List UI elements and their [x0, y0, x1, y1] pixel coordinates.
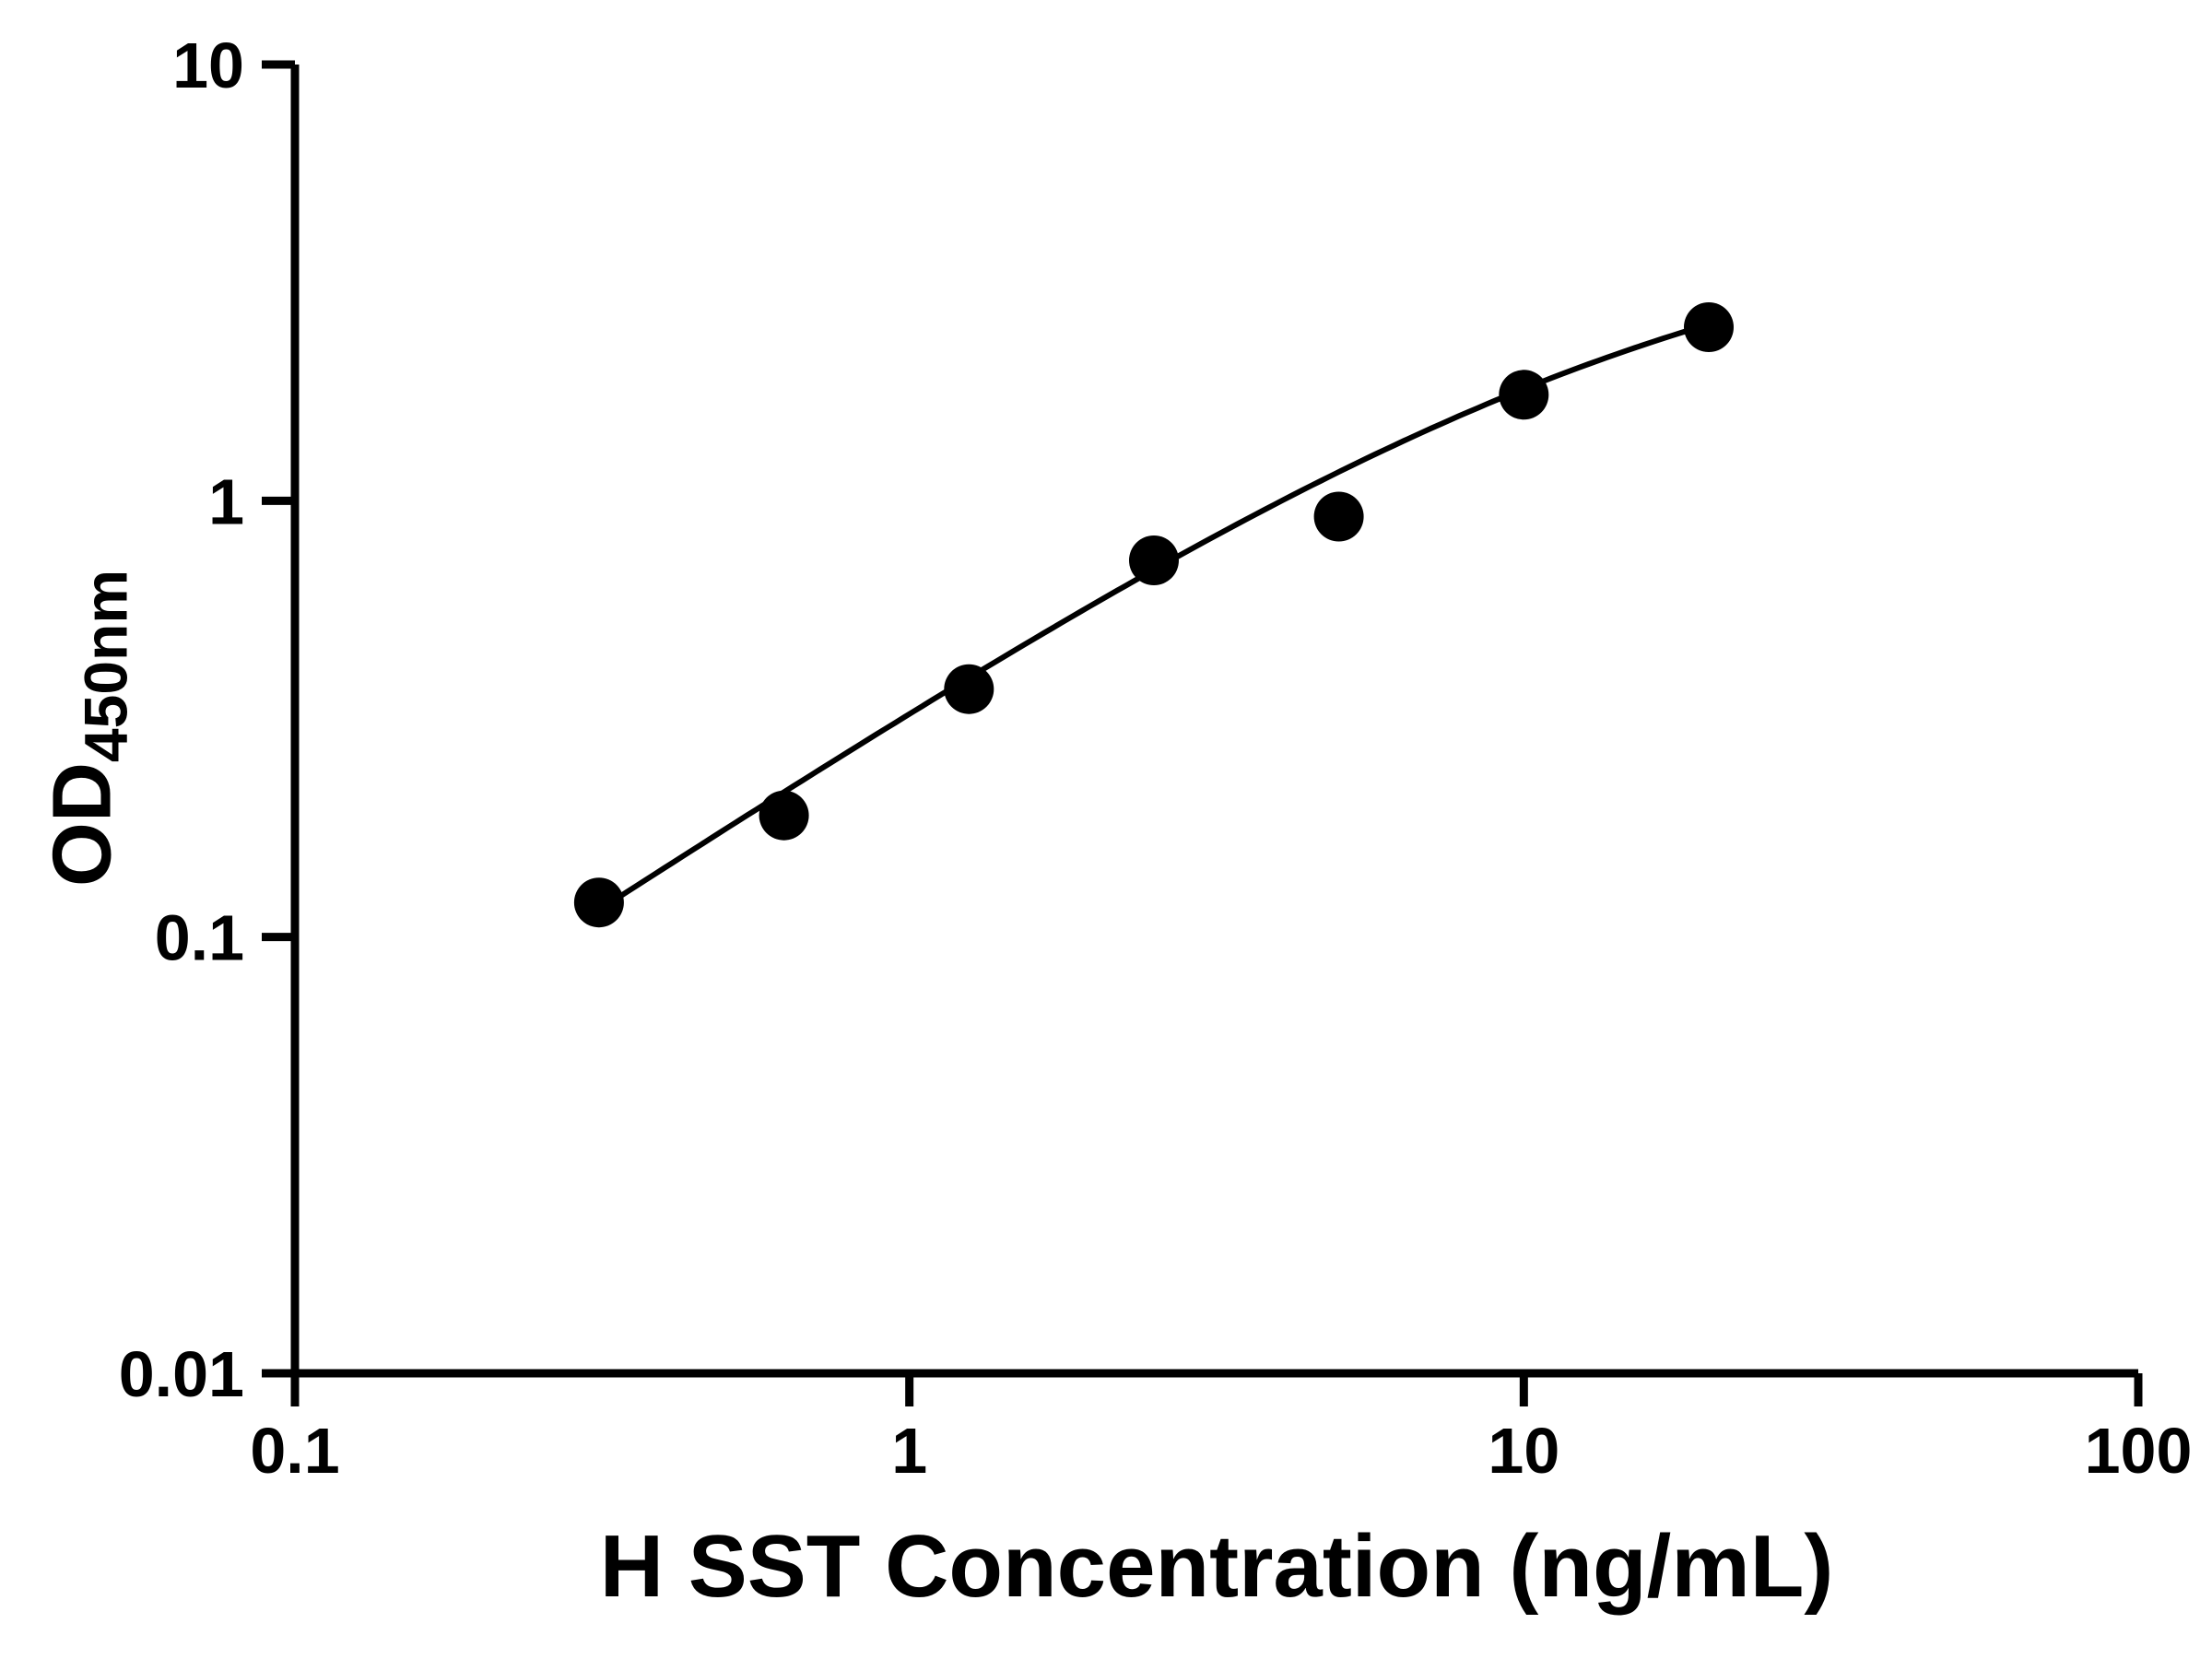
- data-point-marker: [1499, 370, 1549, 420]
- x-tick-label: 10: [1488, 1415, 1559, 1487]
- y-tick-label: 0.01: [119, 1338, 244, 1410]
- x-axis-title: H SST Concentration (ng/mL): [599, 1517, 1834, 1616]
- y-axis-title-main: OD: [36, 762, 129, 888]
- data-point-marker: [1129, 535, 1179, 585]
- x-tick-label: 100: [2085, 1415, 2193, 1487]
- y-axis-title: OD450nm: [36, 570, 140, 888]
- data-point-marker: [1684, 302, 1734, 352]
- data-point-marker: [759, 790, 809, 841]
- y-tick-label: 0.1: [155, 902, 244, 974]
- y-tick-label: 10: [172, 29, 244, 101]
- data-point-marker: [944, 664, 994, 714]
- x-tick-label: 1: [891, 1415, 927, 1487]
- y-tick-label: 1: [208, 465, 244, 537]
- y-axis-title-subscript: 450nm: [71, 569, 140, 763]
- data-point-marker: [573, 877, 624, 928]
- data-point-marker: [1313, 491, 1364, 542]
- x-tick-label: 0.1: [250, 1415, 339, 1487]
